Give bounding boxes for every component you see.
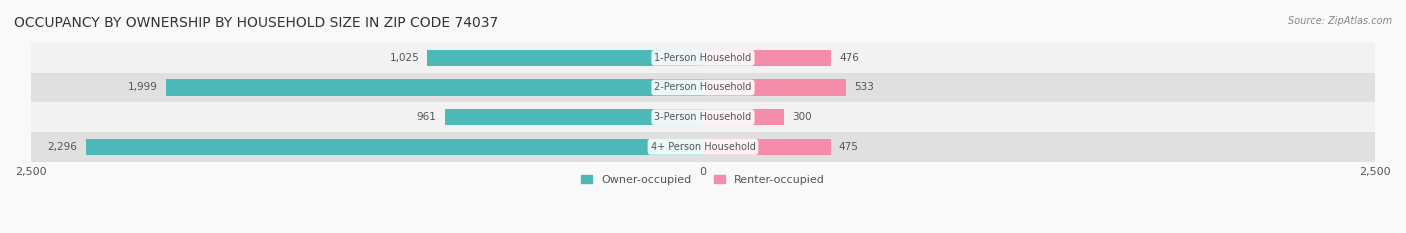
Text: 1,025: 1,025	[389, 53, 419, 63]
Text: 533: 533	[855, 82, 875, 93]
Text: 1,999: 1,999	[128, 82, 157, 93]
Bar	[703, 79, 846, 96]
Bar	[86, 139, 703, 155]
Bar	[444, 109, 703, 125]
Text: OCCUPANCY BY OWNERSHIP BY HOUSEHOLD SIZE IN ZIP CODE 74037: OCCUPANCY BY OWNERSHIP BY HOUSEHOLD SIZE…	[14, 16, 498, 30]
Bar	[427, 50, 703, 66]
Text: 1-Person Household: 1-Person Household	[654, 53, 752, 63]
Bar	[166, 79, 703, 96]
Text: 476: 476	[839, 53, 859, 63]
Text: 475: 475	[839, 142, 859, 152]
Bar	[703, 50, 831, 66]
Bar	[31, 43, 1375, 73]
Text: 4+ Person Household: 4+ Person Household	[651, 142, 755, 152]
Bar	[703, 139, 831, 155]
Legend: Owner-occupied, Renter-occupied: Owner-occupied, Renter-occupied	[576, 170, 830, 189]
Bar	[31, 132, 1375, 162]
Text: 961: 961	[416, 112, 436, 122]
Text: Source: ZipAtlas.com: Source: ZipAtlas.com	[1288, 16, 1392, 26]
Text: 300: 300	[792, 112, 811, 122]
Bar	[703, 109, 783, 125]
Text: 3-Person Household: 3-Person Household	[654, 112, 752, 122]
Text: 2,296: 2,296	[48, 142, 77, 152]
Text: 2-Person Household: 2-Person Household	[654, 82, 752, 93]
Bar	[31, 73, 1375, 102]
Bar	[31, 102, 1375, 132]
